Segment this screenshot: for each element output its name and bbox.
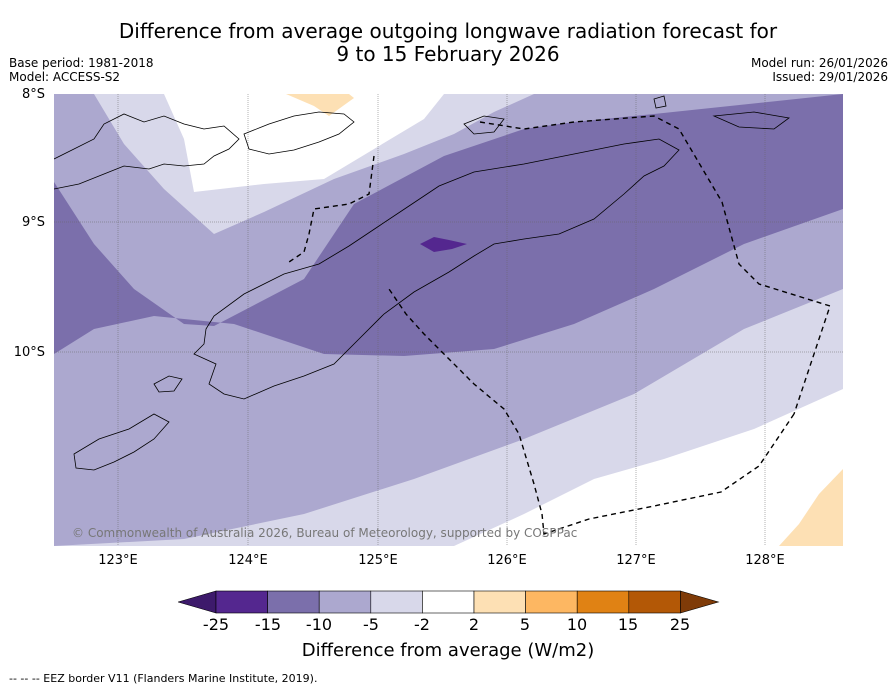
cbar-tick-3: -5: [363, 615, 379, 634]
cbar-tick-2: -10: [305, 615, 333, 634]
cbar-segment-2: [267, 590, 320, 614]
base-period-text: Base period: 1981-2018: [9, 56, 154, 70]
cbar-segment-3: [318, 590, 372, 614]
meta-right: Model run: 26/01/2026 Issued: 29/01/2026: [751, 56, 888, 84]
model-run-text: Model run: 26/01/2026: [750, 56, 888, 70]
eez-border: [285, 115, 831, 535]
cbar-tick-4: -2: [414, 615, 430, 634]
lat-label-10s: 10°S: [13, 345, 45, 360]
copyright-text: © Commonwealth of Australia 2026, Bureau…: [72, 526, 578, 540]
cbar-tick-0: -25: [202, 615, 230, 634]
eez-legend: -- -- -- EEZ border V11 (Flanders Marine…: [9, 672, 318, 685]
flores-coast: [54, 113, 240, 190]
cbar-tick-8: 15: [617, 615, 639, 634]
issued-text: Issued: 29/01/2026: [772, 70, 888, 84]
lat-label-8s: 8°S: [21, 87, 45, 102]
cbar-segment-9: [628, 590, 681, 614]
lon-label-124e: 124°E: [228, 553, 268, 568]
fill-minus10-minus15-band: [54, 94, 843, 356]
cbar-segment-7: [525, 590, 578, 614]
cbar-tick-6: 5: [519, 615, 531, 634]
cbar-tick-7: 10: [566, 615, 588, 634]
timor-coast: [193, 138, 680, 400]
map-plot: [54, 94, 843, 546]
fill-minus15-minus25-patch: [420, 237, 467, 252]
tanimbar-coast: [712, 111, 790, 130]
meta-left: Base period: 1981-2018 Model: ACCESS-S2: [9, 56, 154, 84]
lon-label-126e: 126°E: [487, 553, 527, 568]
fill-plus2-plus5-southeast: [779, 469, 843, 546]
map-title-line1: Difference from average outgoing longwav…: [118, 19, 778, 43]
cbar-tick-5: 2: [468, 615, 480, 634]
fill-plus2-minus2-southeast: [454, 389, 843, 546]
cbar-tick-9: 25: [669, 615, 691, 634]
cbar-extend-min: [178, 590, 217, 614]
rote-coast: [153, 375, 183, 393]
gridlines: [54, 94, 843, 546]
sumba-coast: [73, 413, 170, 471]
lat-label-9s: 9°S: [21, 215, 45, 230]
fill-plus2-plus5-north: [286, 94, 354, 116]
cbar-segment-1: [215, 590, 268, 614]
map-title-line2: 9 to 15 February 2026: [336, 42, 560, 66]
cbar-segment-5: [422, 590, 475, 614]
lon-label-125e: 125°E: [358, 553, 398, 568]
model-text: Model: ACCESS-S2: [9, 70, 121, 84]
babar-coast: [653, 95, 667, 109]
colorbar: [178, 590, 720, 614]
lon-label-123e: 123°E: [98, 553, 138, 568]
cbar-segment-8: [576, 590, 630, 614]
map-title: Difference from average outgoing longwav…: [0, 20, 896, 66]
cbar-tick-1: -15: [254, 615, 282, 634]
cbar-segment-4: [370, 590, 423, 614]
alor-coast: [243, 111, 355, 155]
colorbar-label: Difference from average (W/m2): [301, 640, 595, 661]
cbar-segment-6: [473, 590, 526, 614]
fill-plus2-minus2-north: [164, 94, 444, 192]
cbar-extend-max: [680, 590, 720, 614]
lon-label-128e: 128°E: [745, 553, 785, 568]
lon-label-127e: 127°E: [616, 553, 656, 568]
